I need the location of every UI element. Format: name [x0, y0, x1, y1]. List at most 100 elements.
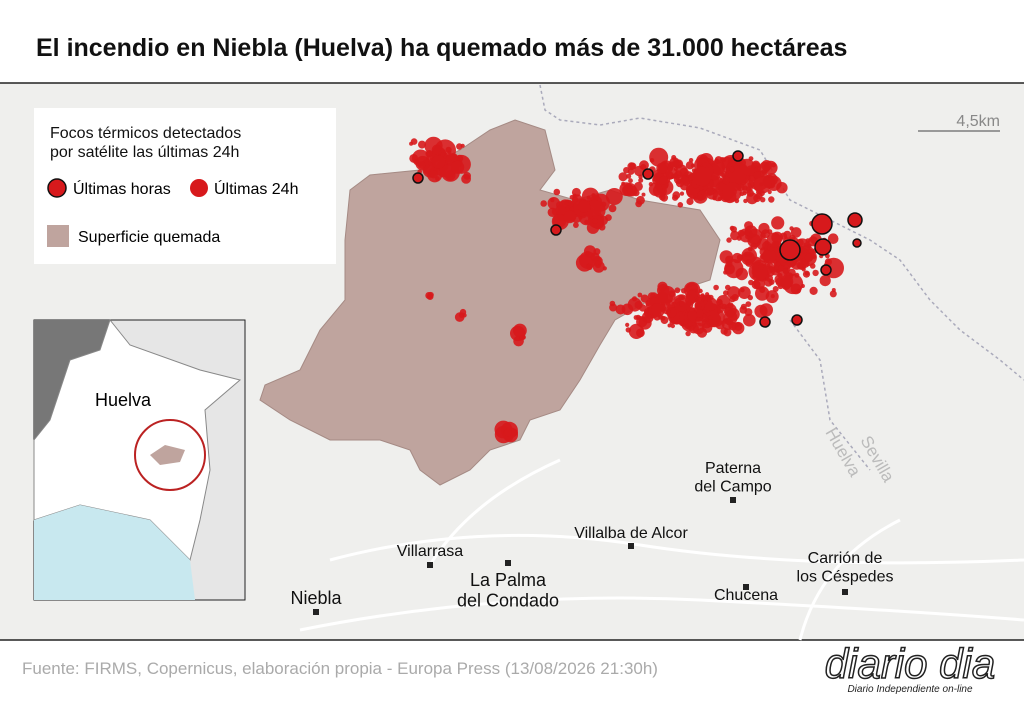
- fire-dot: [782, 268, 789, 274]
- fire-dot: [738, 286, 751, 299]
- fire-dot-recent: [642, 168, 654, 180]
- fire-dot: [568, 201, 574, 207]
- fire-dot: [739, 158, 755, 175]
- fire-dot: [730, 230, 740, 241]
- fire-dot: [585, 200, 606, 221]
- fire-dot: [637, 292, 643, 298]
- fire-dot: [628, 323, 645, 339]
- legend-title-line: por satélite las últimas 24h: [50, 144, 239, 161]
- place-label: Paterna del Campo: [694, 460, 771, 495]
- fire-dot: [623, 167, 630, 174]
- fire-dot: [670, 323, 675, 329]
- fire-dot: [726, 237, 732, 243]
- place-marker: [743, 584, 749, 590]
- fire-dot: [717, 306, 724, 313]
- fire-dot: [627, 188, 634, 195]
- legend-box: [34, 108, 336, 264]
- legend-title-line: Focos térmicos detectados: [50, 125, 241, 142]
- fire-dot: [621, 181, 626, 186]
- fire-dot: [651, 303, 665, 317]
- fire-dot: [627, 162, 636, 171]
- province-border: [789, 319, 871, 471]
- fire-dot: [504, 429, 512, 437]
- fire-dot: [690, 163, 695, 168]
- fire-dot: [804, 253, 814, 262]
- fire-dot: [667, 323, 672, 328]
- fire-dot: [659, 175, 668, 185]
- fire-dot: [648, 182, 663, 196]
- fire-dot: [631, 296, 638, 302]
- fire-dot: [671, 301, 677, 307]
- fire-dot: [511, 429, 518, 436]
- fire-dot: [743, 230, 750, 236]
- fire-dot: [625, 322, 630, 327]
- fire-dot-recent: [779, 239, 801, 261]
- fire-dot: [708, 319, 715, 325]
- fire-dot: [776, 182, 788, 194]
- fire-dot: [550, 198, 555, 203]
- fire-dots: [409, 136, 863, 444]
- fire-dot: [649, 147, 669, 167]
- fire-dot-recent: [759, 316, 771, 328]
- fire-dot: [687, 310, 698, 321]
- fire-dot: [729, 166, 735, 173]
- fire-dot: [765, 290, 779, 304]
- fire-dot: [696, 327, 708, 338]
- place-label: Villarrasa: [397, 543, 464, 560]
- fire-dot: [775, 262, 781, 267]
- place-label-line: del Campo: [694, 478, 771, 495]
- fire-dot: [658, 285, 676, 304]
- place-marker: [628, 543, 634, 549]
- fire-dot: [659, 193, 666, 201]
- fire-dot: [702, 295, 708, 301]
- fire-dot: [692, 166, 712, 186]
- place-label: Carrión de los Céspedes: [797, 550, 894, 585]
- fire-dot: [638, 177, 644, 183]
- fire-dot-recent: [820, 264, 832, 276]
- fire-dot: [665, 309, 671, 315]
- place-label: Niebla: [290, 588, 342, 608]
- inset-sea: [34, 505, 195, 600]
- fire-dot: [729, 225, 735, 231]
- scale-label: 4,5km: [956, 113, 1000, 130]
- place-label-line: Carrión de: [808, 550, 883, 567]
- place-label-line: Chucena: [714, 587, 778, 604]
- fire-dot: [713, 284, 719, 291]
- fire-dot: [789, 226, 794, 231]
- fire-dot: [461, 174, 471, 184]
- fire-dot: [540, 200, 547, 207]
- inset-map: Huelva: [33, 318, 246, 601]
- fire-dot: [827, 233, 839, 244]
- fire-dot: [743, 313, 756, 327]
- fire-dot: [628, 178, 633, 184]
- place-label: La Palma del Condado: [457, 570, 559, 611]
- fire-dot: [729, 295, 736, 303]
- place-marker: [313, 609, 319, 615]
- place-label-line: La Palma: [470, 570, 547, 590]
- fire-dot: [778, 265, 784, 272]
- fire-dot: [747, 294, 753, 301]
- fire-dot-recent: [791, 314, 803, 326]
- fire-dot: [829, 290, 837, 298]
- fire-dot: [583, 245, 597, 258]
- place-label-line: los Céspedes: [797, 568, 894, 585]
- fire-dot: [519, 334, 525, 341]
- fire-dot: [672, 194, 679, 201]
- fire-dot: [417, 161, 426, 169]
- fire-dot: [638, 174, 643, 179]
- fire-dot: [765, 274, 773, 282]
- fire-dot: [717, 299, 723, 305]
- fire-dot: [652, 176, 661, 185]
- legend-title: Focos térmicos detectados por satélite la…: [50, 125, 241, 161]
- fire-dot: [753, 175, 772, 194]
- fire-dot: [418, 140, 426, 149]
- inset-burn: [150, 445, 185, 465]
- fire-dot: [552, 214, 567, 228]
- fire-dot: [513, 323, 527, 338]
- fire-dot: [577, 200, 591, 213]
- fire-dot: [640, 294, 649, 303]
- fire-dot: [686, 197, 694, 206]
- fire-dot: [724, 259, 744, 279]
- logo-name: diario dia: [825, 640, 995, 687]
